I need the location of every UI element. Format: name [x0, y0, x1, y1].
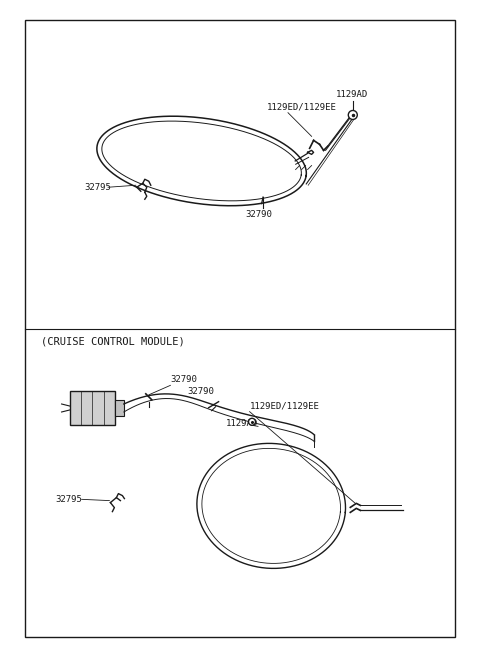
Text: 1129ED/1129EE: 1129ED/1129EE	[266, 102, 336, 112]
Text: (CRUISE CONTROL MODULE): (CRUISE CONTROL MODULE)	[41, 336, 184, 346]
Text: 32790: 32790	[187, 386, 214, 396]
Text: 32795: 32795	[55, 495, 82, 504]
Circle shape	[348, 110, 357, 120]
Text: 1129AD: 1129AD	[336, 89, 368, 99]
Circle shape	[249, 419, 255, 425]
Text: 32795: 32795	[84, 183, 111, 192]
Text: 1129ED/1129EE: 1129ED/1129EE	[250, 401, 320, 411]
Bar	[115, 400, 124, 416]
Bar	[25, 20, 455, 637]
Bar	[70, 391, 115, 425]
Text: 1129AD: 1129AD	[226, 419, 258, 428]
Text: 32790: 32790	[170, 375, 197, 384]
Text: 32790: 32790	[246, 210, 273, 219]
